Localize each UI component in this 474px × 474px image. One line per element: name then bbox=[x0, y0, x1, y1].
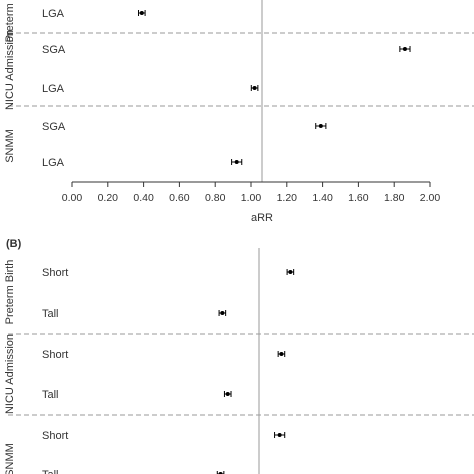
x-tick-label: 0.00 bbox=[62, 192, 83, 204]
row-label: Tall bbox=[42, 308, 59, 320]
row-label: SGA bbox=[42, 44, 66, 56]
group-label: Preterm Birth bbox=[4, 260, 16, 325]
point-estimate bbox=[139, 11, 144, 15]
point-estimate bbox=[220, 311, 225, 315]
x-tick-label: 0.20 bbox=[98, 192, 119, 204]
row-label: Tall bbox=[42, 469, 59, 474]
x-tick-label: 1.80 bbox=[384, 192, 405, 204]
x-axis-title: aRR bbox=[251, 212, 273, 224]
row-label: SGA bbox=[42, 121, 66, 133]
row-label: LGA bbox=[42, 8, 65, 20]
point-estimate bbox=[402, 47, 407, 51]
group-label: SNMM bbox=[4, 129, 16, 163]
row-label: LGA bbox=[42, 157, 65, 169]
x-tick-label: 0.40 bbox=[133, 192, 154, 204]
row-label: Short bbox=[42, 267, 68, 279]
row-label: LGA bbox=[42, 83, 65, 95]
x-tick-label: 1.40 bbox=[312, 192, 333, 204]
x-tick-label: 0.60 bbox=[169, 192, 190, 204]
row-label: Short bbox=[42, 349, 68, 361]
x-tick-label: 1.60 bbox=[348, 192, 369, 204]
point-estimate bbox=[318, 124, 323, 128]
panel-label: (B) bbox=[6, 238, 22, 250]
point-estimate bbox=[277, 433, 282, 437]
x-tick-label: 1.20 bbox=[277, 192, 298, 204]
point-estimate bbox=[225, 392, 230, 396]
x-tick-label: 1.00 bbox=[241, 192, 262, 204]
group-label: Preterm Birth bbox=[4, 0, 16, 42]
point-estimate bbox=[252, 86, 257, 90]
x-tick-label: 2.00 bbox=[420, 192, 441, 204]
group-label: SNMM bbox=[4, 443, 16, 474]
group-label: NICU Admission bbox=[4, 334, 16, 414]
row-label: Tall bbox=[42, 389, 59, 401]
group-label: NICU Admission bbox=[4, 30, 16, 110]
x-tick-label: 0.80 bbox=[205, 192, 226, 204]
point-estimate bbox=[288, 270, 293, 274]
point-estimate bbox=[279, 352, 284, 356]
row-label: Short bbox=[42, 430, 68, 442]
point-estimate bbox=[234, 160, 239, 164]
